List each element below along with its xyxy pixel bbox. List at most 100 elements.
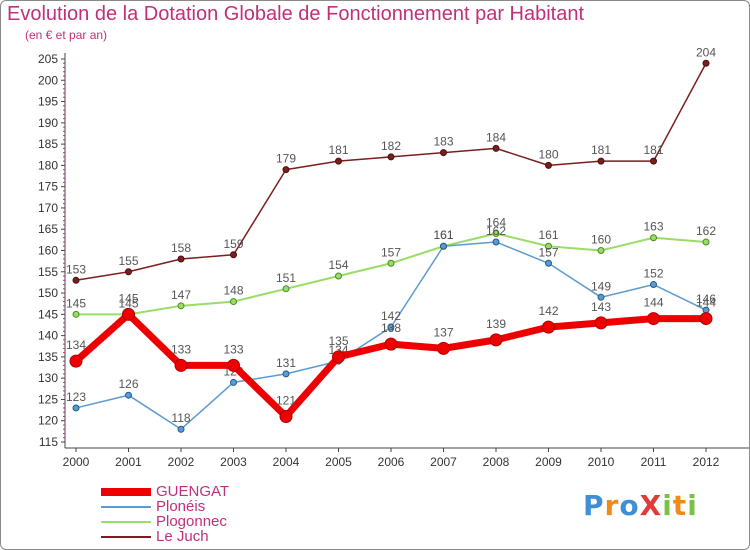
data-point <box>650 234 657 242</box>
proxiti-logo: ProXiti <box>583 489 698 522</box>
y-tick-label: 155 <box>38 265 58 279</box>
data-label: 181 <box>591 143 611 157</box>
y-tick-label: 130 <box>38 371 58 385</box>
logo-letter: i <box>662 489 673 522</box>
y-tick-label: 205 <box>38 52 58 66</box>
data-point <box>489 333 503 347</box>
data-label: 148 <box>223 284 243 298</box>
y-tick-label: 165 <box>38 222 58 236</box>
x-tick-label: 2003 <box>220 455 247 469</box>
data-label: 142 <box>381 309 401 323</box>
y-tick-label: 185 <box>38 137 58 151</box>
data-label: 121 <box>276 393 296 407</box>
data-point <box>387 153 395 161</box>
data-point <box>125 391 132 399</box>
data-label: 118 <box>171 411 190 425</box>
x-tick-label: 2001 <box>115 455 142 469</box>
data-point <box>335 157 342 165</box>
x-tick-label: 2007 <box>430 455 457 469</box>
data-label: 158 <box>171 241 191 255</box>
y-tick-label: 145 <box>38 307 58 321</box>
legend-swatch <box>101 535 151 538</box>
data-point <box>282 166 290 174</box>
data-point <box>545 259 552 267</box>
chart-title: Evolution de la Dotation Globale de Fonc… <box>7 3 585 25</box>
data-label: 157 <box>538 245 558 259</box>
y-tick-label: 125 <box>38 392 58 406</box>
data-point <box>125 268 132 276</box>
data-point <box>699 312 713 326</box>
data-point <box>230 251 237 259</box>
y-tick-label: 160 <box>38 244 58 258</box>
x-tick-label: 2012 <box>693 455 720 469</box>
y-tick-label: 115 <box>39 435 58 449</box>
data-point <box>335 272 342 280</box>
legend-label: GUENGAT <box>156 483 230 500</box>
data-point <box>177 302 185 310</box>
data-label: 135 <box>328 334 348 348</box>
x-tick-label: 2009 <box>535 455 562 469</box>
legend-item: Plogonnec <box>101 514 229 529</box>
legend-label: Le Juch <box>156 528 209 545</box>
data-label: 154 <box>328 258 348 272</box>
y-tick-label: 170 <box>38 201 58 215</box>
data-label: 181 <box>328 143 348 157</box>
y-tick-label: 190 <box>38 116 58 130</box>
legend-swatch <box>101 487 151 496</box>
x-tick-label: 2004 <box>273 455 300 469</box>
data-point <box>122 307 135 321</box>
data-label: 145 <box>118 291 138 305</box>
y-tick-label: 120 <box>38 414 58 428</box>
data-label: 139 <box>486 317 506 331</box>
series-line-plon-is <box>75 241 707 430</box>
legend-swatch <box>101 520 151 523</box>
data-point <box>72 404 80 412</box>
data-point <box>545 242 552 250</box>
data-label: 160 <box>591 233 611 247</box>
x-tick-label: 2002 <box>168 455 195 469</box>
y-tick-label: 200 <box>38 73 58 87</box>
data-label: 155 <box>118 254 138 268</box>
data-label: 146 <box>696 292 716 306</box>
data-point <box>492 238 500 246</box>
data-label: 164 <box>486 215 506 229</box>
data-label: 184 <box>486 130 506 144</box>
data-label: 133 <box>171 342 191 356</box>
legend-item: Plonéis <box>101 499 229 514</box>
data-point <box>492 229 500 237</box>
data-label: 161 <box>538 228 558 242</box>
data-label: 152 <box>643 267 663 281</box>
logo-letter: r <box>604 489 620 522</box>
data-label: 159 <box>223 237 243 251</box>
data-label: 147 <box>171 288 191 302</box>
data-label: 144 <box>643 296 663 310</box>
data-point <box>279 409 293 423</box>
data-point <box>650 281 657 289</box>
data-label: 180 <box>538 147 558 161</box>
data-label: 143 <box>591 300 611 314</box>
data-label: 151 <box>276 271 296 285</box>
data-point <box>230 298 237 306</box>
y-tick-label: 140 <box>38 329 58 343</box>
data-label: 157 <box>381 245 401 259</box>
data-point <box>69 354 83 368</box>
data-label: 137 <box>433 325 453 339</box>
legend-label: Plonéis <box>156 498 206 515</box>
data-label: 126 <box>118 377 138 391</box>
data-point <box>387 259 395 267</box>
legend-swatch <box>101 505 151 508</box>
x-tick-label: 2008 <box>483 455 510 469</box>
data-point <box>437 341 450 355</box>
data-point <box>440 149 447 157</box>
data-point <box>384 337 398 351</box>
data-label: 182 <box>381 139 401 153</box>
x-tick-label: 2006 <box>378 455 405 469</box>
series-guengat: 134 145 133 133 121 135 138 137 139 142 143 144 144 <box>66 291 716 423</box>
data-point <box>597 247 605 254</box>
data-label: 183 <box>433 135 453 149</box>
data-label: 123 <box>66 390 86 404</box>
data-point <box>542 320 555 334</box>
